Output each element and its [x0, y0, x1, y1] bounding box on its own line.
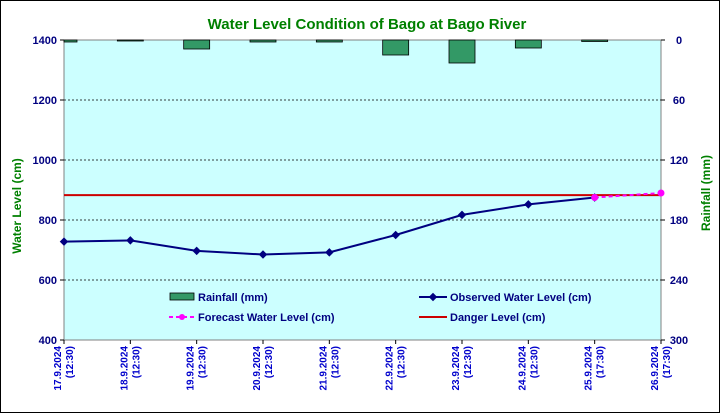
forecast-point	[657, 189, 665, 197]
x-tick-time: (17:30)	[596, 346, 607, 378]
y-right-tick-label: 240	[670, 275, 688, 287]
x-tick-time: (12:30)	[330, 346, 341, 378]
x-tick-time: (12:30)	[529, 346, 540, 378]
left-axis-ticks: 400 600 800 1000 1200 1400	[33, 35, 64, 347]
gridlines	[64, 99, 661, 281]
rainfall-bar	[183, 39, 211, 50]
x-tick-time: (12:30)	[264, 346, 275, 378]
rainfall-bar	[514, 39, 542, 49]
rainfall-bar	[249, 39, 277, 43]
legend-forecast-marker	[179, 314, 185, 320]
forecast-point	[591, 194, 599, 201]
legend-forecast-label: Forecast Water Level (cm)	[198, 312, 335, 324]
x-tick-time: (12:30)	[463, 346, 474, 378]
legend-danger-label: Danger Level (cm)	[450, 312, 546, 324]
x-tick-date: 20.9.2024	[252, 346, 263, 391]
plot-area	[63, 39, 662, 341]
observed-point	[59, 237, 69, 246]
chart-title: Water Level Condition of Bago at Bago Ri…	[208, 16, 527, 33]
observed-point	[258, 250, 268, 259]
y-left-tick-label: 1000	[33, 155, 57, 167]
observed-point	[391, 230, 400, 240]
legend-rainfall-label: Rainfall (mm)	[198, 292, 268, 304]
rainfall-bars	[63, 39, 609, 64]
y-left-tick-label: 600	[39, 275, 57, 287]
y-axis-right-label: Rainfall (mm)	[699, 155, 713, 231]
x-tick-date: 21.9.2024	[318, 346, 329, 391]
rainfall-bar	[448, 39, 476, 64]
x-tick-time: (12:30)	[397, 346, 408, 378]
y-left-tick-label: 1200	[33, 95, 57, 107]
observed-point	[126, 236, 135, 245]
rainfall-bar	[382, 39, 410, 56]
y-right-tick-label: 300	[670, 335, 688, 347]
observed-point	[325, 248, 334, 257]
rainfall-bar	[581, 39, 609, 42]
forecast-points	[591, 189, 665, 201]
y-right-tick-label: 60	[673, 95, 685, 107]
x-tick-date: 17.9.2024	[53, 346, 64, 391]
x-tick-time: (12:30)	[198, 346, 209, 378]
x-tick-date: 25.9.2024	[584, 346, 595, 391]
x-tick-date: 22.9.2024	[385, 346, 396, 391]
x-tick-date: 23.9.2024	[451, 346, 462, 391]
observed-point	[457, 210, 467, 220]
y-axis-left-label: Water Level (cm)	[10, 158, 24, 254]
y-left-tick-label: 800	[39, 215, 57, 227]
rainfall-bar	[63, 39, 78, 43]
x-tick-date: 24.9.2024	[517, 346, 528, 391]
y-left-tick-label: 1400	[33, 35, 57, 47]
y-right-tick-label: 180	[670, 215, 688, 227]
y-left-tick-label: 400	[39, 335, 57, 347]
x-tick-date: 26.9.2024	[650, 346, 661, 391]
x-tick-time: (17:30)	[662, 346, 673, 378]
legend: Rainfall (mm) Observed Water Level (cm) …	[169, 292, 592, 324]
legend-observed-label: Observed Water Level (cm)	[450, 292, 592, 304]
x-axis-ticks: 17.9.2024 (12:30) 18.9.2024 (12:30) 19.9.202…	[53, 340, 673, 391]
rainfall-bar	[116, 39, 144, 42]
right-axis-ticks: 0 60 120 180 240 300	[661, 35, 688, 347]
x-tick-time: (12:30)	[131, 346, 142, 378]
x-tick-date: 18.9.2024	[119, 346, 130, 391]
rainfall-bar	[315, 39, 343, 43]
x-tick-time: (12:30)	[65, 346, 76, 378]
legend-rainfall-swatch	[169, 292, 195, 301]
observed-point	[192, 246, 201, 256]
legend-observed-marker	[428, 292, 438, 302]
x-tick-date: 19.9.2024	[186, 346, 197, 391]
y-right-tick-label: 0	[676, 35, 682, 47]
y-right-tick-label: 120	[670, 155, 688, 167]
